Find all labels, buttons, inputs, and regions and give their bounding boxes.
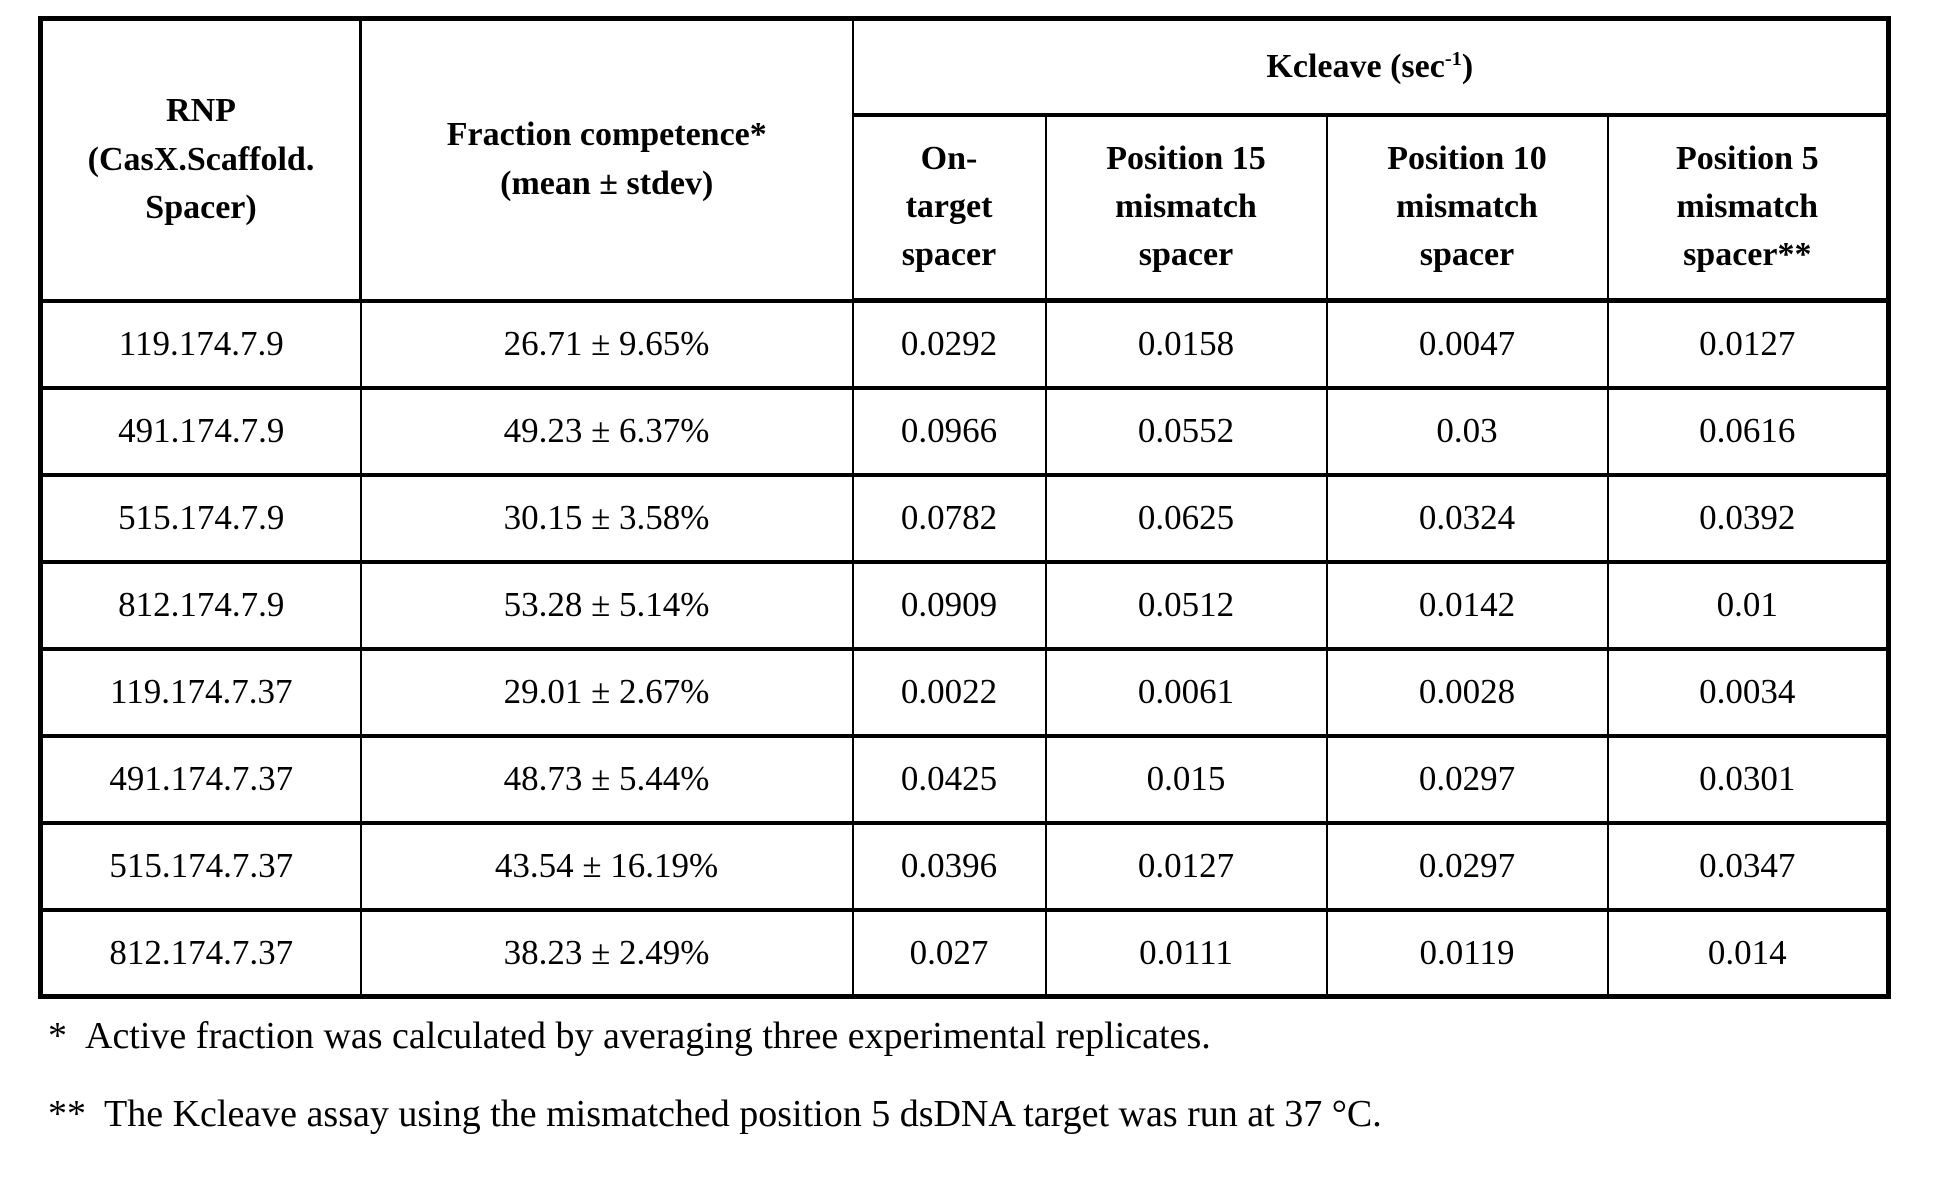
kcleave-superscript: -1 — [1444, 48, 1462, 71]
cell-pos10-mismatch: 0.0297 — [1325, 820, 1609, 912]
cell-fraction-competence: 38.23 ± 2.49% — [359, 907, 854, 999]
kcleave-label-close: ) — [1461, 47, 1474, 85]
cell-rnp: 491.174.7.37 — [39, 733, 362, 825]
cell-fraction-competence: 43.54 ± 16.19% — [359, 820, 854, 912]
column-header-rnp: RNP (CasX.Scaffold. Spacer) — [39, 17, 362, 302]
cell-pos15-mismatch: 0.0158 — [1044, 298, 1328, 390]
cell-pos15-mismatch: 0.0512 — [1044, 559, 1328, 651]
cell-on-target: 0.027 — [851, 907, 1047, 999]
cell-rnp: 812.174.7.9 — [39, 559, 362, 651]
table-row: 515.174.7.37 43.54 ± 16.19% 0.0396 0.012… — [39, 820, 1890, 912]
table-row: 812.174.7.37 38.23 ± 2.49% 0.027 0.0111 … — [39, 907, 1890, 999]
subheader-position-10-mismatch: Position 10 mismatch spacer — [1325, 113, 1609, 303]
cell-on-target: 0.0966 — [851, 385, 1047, 477]
cell-on-target: 0.0292 — [851, 298, 1047, 390]
table-row: 812.174.7.9 53.28 ± 5.14% 0.0909 0.0512 … — [39, 559, 1890, 651]
header-row-top: RNP (CasX.Scaffold. Spacer) Fraction com… — [39, 17, 1890, 302]
header-row-sub: On- target spacer Position 15 mismatch s… — [41, 113, 1890, 303]
cell-on-target: 0.0909 — [851, 559, 1047, 651]
table-row: 491.174.7.37 48.73 ± 5.44% 0.0425 0.015 … — [39, 733, 1890, 825]
cell-pos15-mismatch: 0.015 — [1044, 733, 1328, 825]
rnp-kinetics-table: RNP (CasX.Scaffold. Spacer) Fraction com… — [38, 16, 1892, 999]
column-group-header-kcleave: Kcleave (sec-1) — [851, 17, 1890, 117]
footnote-marker-single-asterisk: * — [48, 1015, 67, 1057]
cell-pos15-mismatch: 0.0061 — [1044, 646, 1328, 738]
cell-pos10-mismatch: 0.0047 — [1325, 298, 1609, 390]
cell-rnp: 812.174.7.37 — [39, 907, 362, 999]
footnote-marker-double-asterisk: ** — [48, 1093, 86, 1135]
table-row: 119.174.7.37 29.01 ± 2.67% 0.0022 0.0061… — [39, 646, 1890, 738]
cell-rnp: 515.174.7.9 — [39, 472, 362, 564]
cell-pos10-mismatch: 0.03 — [1325, 385, 1609, 477]
cell-fraction-competence: 29.01 ± 2.67% — [359, 646, 854, 738]
cell-fraction-competence: 48.73 ± 5.44% — [359, 733, 854, 825]
table-row: 515.174.7.9 30.15 ± 3.58% 0.0782 0.0625 … — [39, 472, 1890, 564]
cell-pos15-mismatch: 0.0552 — [1044, 385, 1328, 477]
cell-rnp: 119.174.7.9 — [39, 298, 362, 390]
cell-on-target: 0.0782 — [851, 472, 1047, 564]
cell-on-target: 0.0022 — [851, 646, 1047, 738]
subheader-on-target-spacer: On- target spacer — [851, 113, 1047, 303]
cell-fraction-competence: 30.15 ± 3.58% — [359, 472, 854, 564]
footnote-active-fraction: * Active fraction was calculated by avera… — [48, 1014, 1211, 1058]
cell-pos10-mismatch: 0.0297 — [1325, 733, 1609, 825]
footnote-kcleave-assay: ** The Kcleave assay using the mismatched… — [48, 1092, 1382, 1136]
column-header-fraction-competence: Fraction competence* (mean ± stdev) — [359, 17, 854, 302]
cell-pos10-mismatch: 0.0324 — [1325, 472, 1609, 564]
cell-on-target: 0.0396 — [851, 820, 1047, 912]
cell-on-target: 0.0425 — [851, 733, 1047, 825]
footnote-text: Active fraction was calculated by averag… — [85, 1015, 1211, 1057]
cell-pos5-mismatch: 0.0616 — [1606, 385, 1890, 477]
cell-rnp: 119.174.7.37 — [39, 646, 362, 738]
cell-pos5-mismatch: 0.0034 — [1606, 646, 1890, 738]
subheader-position-15-mismatch: Position 15 mismatch spacer — [1044, 113, 1328, 303]
cell-fraction-competence: 49.23 ± 6.37% — [359, 385, 854, 477]
cell-pos5-mismatch: 0.0301 — [1606, 733, 1890, 825]
cell-pos10-mismatch: 0.0119 — [1325, 907, 1609, 999]
cell-pos10-mismatch: 0.0028 — [1325, 646, 1609, 738]
cell-pos15-mismatch: 0.0111 — [1044, 907, 1328, 999]
cell-pos15-mismatch: 0.0625 — [1044, 472, 1328, 564]
cell-pos5-mismatch: 0.01 — [1606, 559, 1890, 651]
cell-fraction-competence: 26.71 ± 9.65% — [359, 298, 854, 390]
table-row: 491.174.7.9 49.23 ± 6.37% 0.0966 0.0552 … — [39, 385, 1890, 477]
footnote-text: The Kcleave assay using the mismatched p… — [104, 1093, 1382, 1135]
cell-pos10-mismatch: 0.0142 — [1325, 559, 1609, 651]
cell-fraction-competence: 53.28 ± 5.14% — [359, 559, 854, 651]
cell-pos5-mismatch: 0.014 — [1606, 907, 1890, 999]
table-row: 119.174.7.9 26.71 ± 9.65% 0.0292 0.0158 … — [39, 298, 1890, 390]
kcleave-label-prefix: Kcleave (sec — [1266, 47, 1445, 85]
cell-rnp: 515.174.7.37 — [39, 820, 362, 912]
cell-pos5-mismatch: 0.0127 — [1606, 298, 1890, 390]
cell-pos15-mismatch: 0.0127 — [1044, 820, 1328, 912]
cell-pos5-mismatch: 0.0392 — [1606, 472, 1890, 564]
subheader-position-5-mismatch: Position 5 mismatch spacer** — [1606, 113, 1890, 303]
cell-pos5-mismatch: 0.0347 — [1606, 820, 1890, 912]
cell-rnp: 491.174.7.9 — [39, 385, 362, 477]
